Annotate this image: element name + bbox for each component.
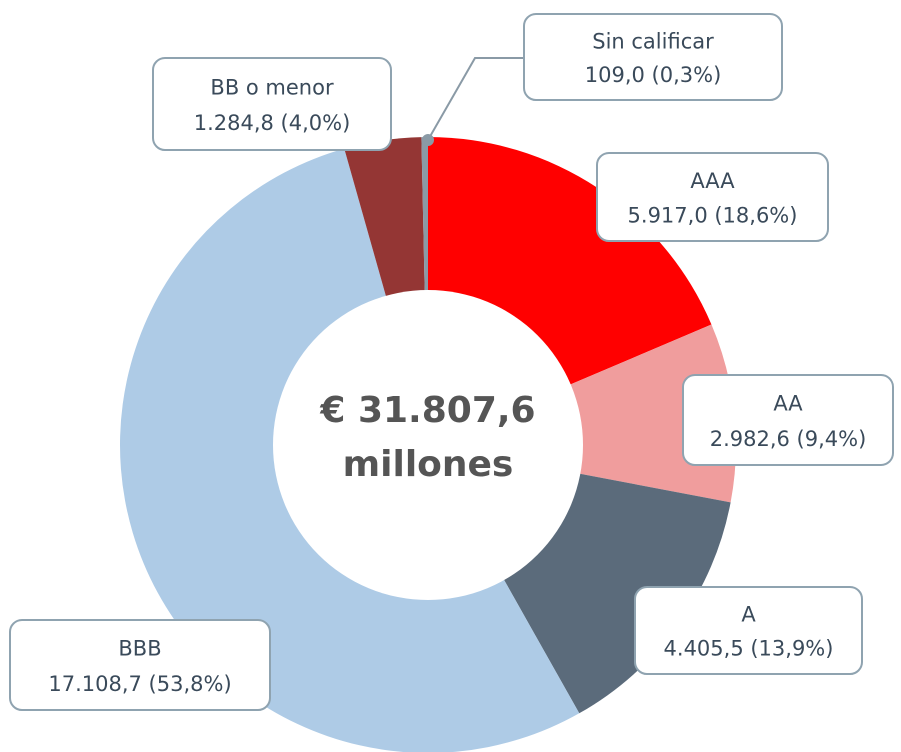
- slice-value: 2.982,6 (9,4%): [710, 427, 867, 451]
- label-box: [9, 619, 271, 711]
- label-box: [634, 586, 863, 675]
- donut-hole: [273, 290, 583, 600]
- label-box: [523, 13, 783, 101]
- labels: AAA 5.917,0 (18,6%) AA 2.982,6 (9,4%) A 4.405…: [9, 13, 894, 711]
- slice-value: 109,0 (0,3%): [585, 63, 722, 87]
- slice-name: Sin calificar: [592, 29, 714, 53]
- slice-name: A: [741, 603, 756, 627]
- slice-value: 4.405,5 (13,9%): [664, 637, 834, 661]
- center-text: € 31.807,6: [319, 390, 535, 431]
- slice-value: 1.284,8 (4,0%): [194, 111, 351, 135]
- center-subtext: millones: [343, 444, 514, 485]
- slice-name: BB o menor: [210, 75, 334, 99]
- slice-name: BBB: [118, 637, 161, 661]
- slice-value: 5.917,0 (18,6%): [628, 203, 798, 227]
- slice-value: 17.108,7 (53,8%): [48, 672, 231, 696]
- label-box: [152, 57, 392, 151]
- label-box: [682, 374, 894, 466]
- leader-line: [427, 57, 524, 141]
- leader-dot: [422, 134, 434, 146]
- label-box: [596, 152, 829, 242]
- slice-name: AA: [773, 392, 803, 416]
- slice-name: AAA: [690, 169, 735, 193]
